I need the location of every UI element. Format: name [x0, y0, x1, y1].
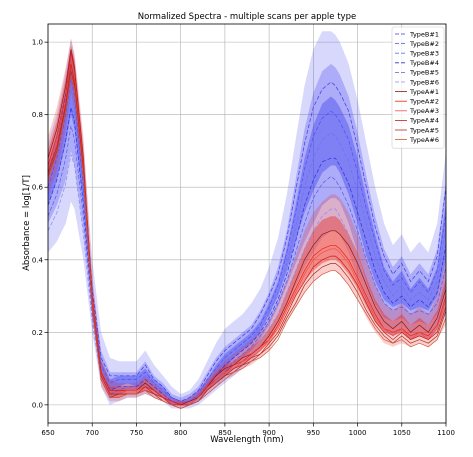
series-line-typea-2: [47, 52, 447, 406]
plot-area: [47, 23, 447, 424]
series-line-typeb-2: [47, 78, 447, 402]
series-line-typeb-1: [47, 60, 447, 402]
typeb-band: [48, 53, 446, 405]
legend-box: [391, 26, 445, 149]
legend-label: TypeA#2: [409, 98, 439, 106]
series-line-typea-6: [47, 74, 447, 409]
x-tick-label: 900: [262, 429, 275, 437]
x-tick-label: 1100: [437, 429, 455, 437]
x-tick-label: 950: [307, 429, 320, 437]
chart-title: Normalized Spectra - multiple scans per …: [138, 12, 356, 22]
x-axis-ticks: 650 700 750 800 850 900 950 1000 1050 1100: [41, 423, 455, 437]
legend-label: TypeB#4: [409, 59, 439, 67]
x-axis-label: Wavelength (nm): [210, 435, 283, 445]
y-tick-label: 0.6: [32, 184, 44, 192]
series-line-typeb-3: [47, 89, 447, 402]
confidence-bands: [48, 31, 446, 409]
legend-label: TypeA#3: [409, 107, 439, 115]
y-tick-label: 0.0: [32, 401, 43, 409]
series-line-typea-4: [47, 63, 447, 406]
legend-label: TypeB#6: [409, 78, 439, 86]
x-tick-label: 650: [41, 429, 54, 437]
legend-label: TypeB#2: [409, 40, 439, 48]
y-tick-label: 0.2: [32, 329, 43, 337]
typeb-band: [48, 31, 446, 409]
x-tick-label: 1050: [393, 429, 411, 437]
x-tick-label: 850: [218, 429, 231, 437]
legend-label: TypeA#4: [409, 117, 439, 125]
legend-label: TypeB#3: [409, 50, 439, 58]
typeb-band: [48, 67, 446, 405]
x-tick-label: 1000: [349, 429, 367, 437]
x-tick-label: 800: [174, 429, 187, 437]
plot-background: [48, 24, 446, 423]
legend-label: TypeA#6: [409, 136, 439, 144]
legend-label: TypeA#1: [409, 88, 439, 96]
legend-label: TypeA#5: [409, 126, 439, 134]
y-axis-label: Absorbance = log[1/T]: [22, 175, 32, 271]
series-lines: [47, 49, 447, 409]
y-axis-ticks: 0.0 0.2 0.4 0.6 0.8 1.0: [32, 39, 48, 409]
y-tick-label: 0.8: [32, 111, 43, 119]
y-tick-label: 1.0: [32, 39, 43, 47]
plot-frame: [47, 23, 447, 424]
legend-label: TypeB#1: [409, 30, 439, 38]
x-tick-label: 700: [86, 429, 99, 437]
x-tick-label: 750: [130, 429, 143, 437]
y-tick-label: 0.4: [32, 256, 44, 264]
legend-label: TypeB#5: [409, 69, 439, 77]
